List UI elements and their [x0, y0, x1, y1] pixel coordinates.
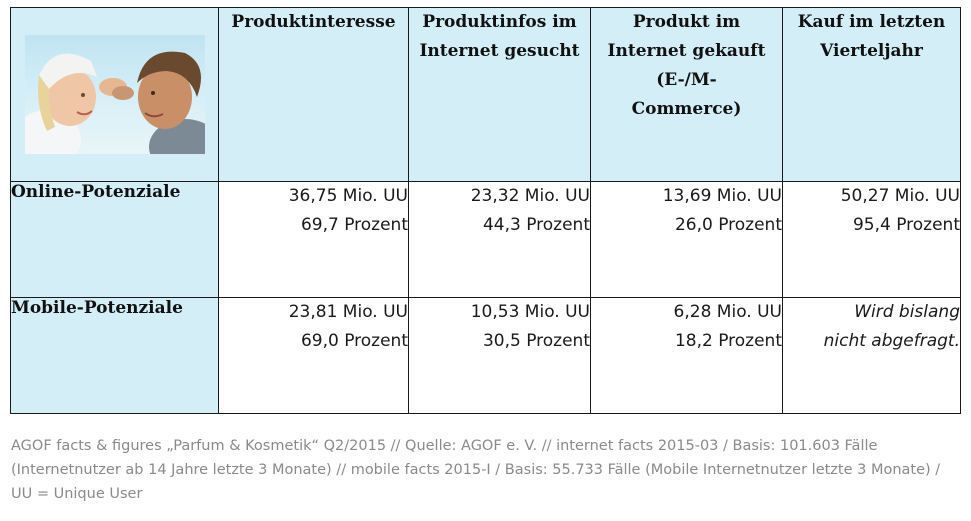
cell-online-kauf: 50,27 Mio. UU 95,4 Prozent [782, 181, 961, 298]
row-label-online: Online-Potenziale [10, 181, 219, 298]
header-row: Produktinteresse Produktinfos im Interne… [10, 7, 961, 182]
cell-online-produktinteresse: 36,75 Mio. UU 69,7 Prozent [218, 181, 409, 298]
cell-mobile-gekauft: 6,28 Mio. UU 18,2 Prozent [590, 297, 783, 414]
col-header-produkt-gekauft: Produkt im Internet gekauft (E-/M- Comme… [590, 7, 783, 182]
table-row-online: Online-Potenziale 36,75 Mio. UU 69,7 Proz… [10, 181, 961, 298]
table-row-mobile: Mobile-Potenziale 23,81 Mio. UU 69,0 Proz… [10, 297, 961, 414]
cell-mobile-kauf: Wird bislang nicht abgefragt. [782, 297, 961, 414]
cell-mobile-produktinteresse: 23,81 Mio. UU 69,0 Prozent [218, 297, 409, 414]
col-header-produktinfos: Produktinfos im Internet gesucht [408, 7, 591, 182]
couple-photo [24, 35, 205, 154]
cell-online-gekauft: 13,69 Mio. UU 26,0 Prozent [590, 181, 783, 298]
cell-mobile-produktinfos: 10,53 Mio. UU 30,5 Prozent [408, 297, 591, 414]
photo-cell [10, 7, 219, 182]
col-header-kauf-vierteljahr: Kauf im letzten Vierteljahr [782, 7, 961, 182]
row-label-mobile: Mobile-Potenziale [10, 297, 219, 414]
source-caption: AGOF facts & figures „Parfum & Kosmetik“… [11, 438, 941, 502]
potential-table: Produktinteresse Produktinfos im Interne… [10, 7, 961, 414]
cell-online-produktinfos: 23,32 Mio. UU 44,3 Prozent [408, 181, 591, 298]
col-header-produktinteresse: Produktinteresse [218, 7, 409, 182]
